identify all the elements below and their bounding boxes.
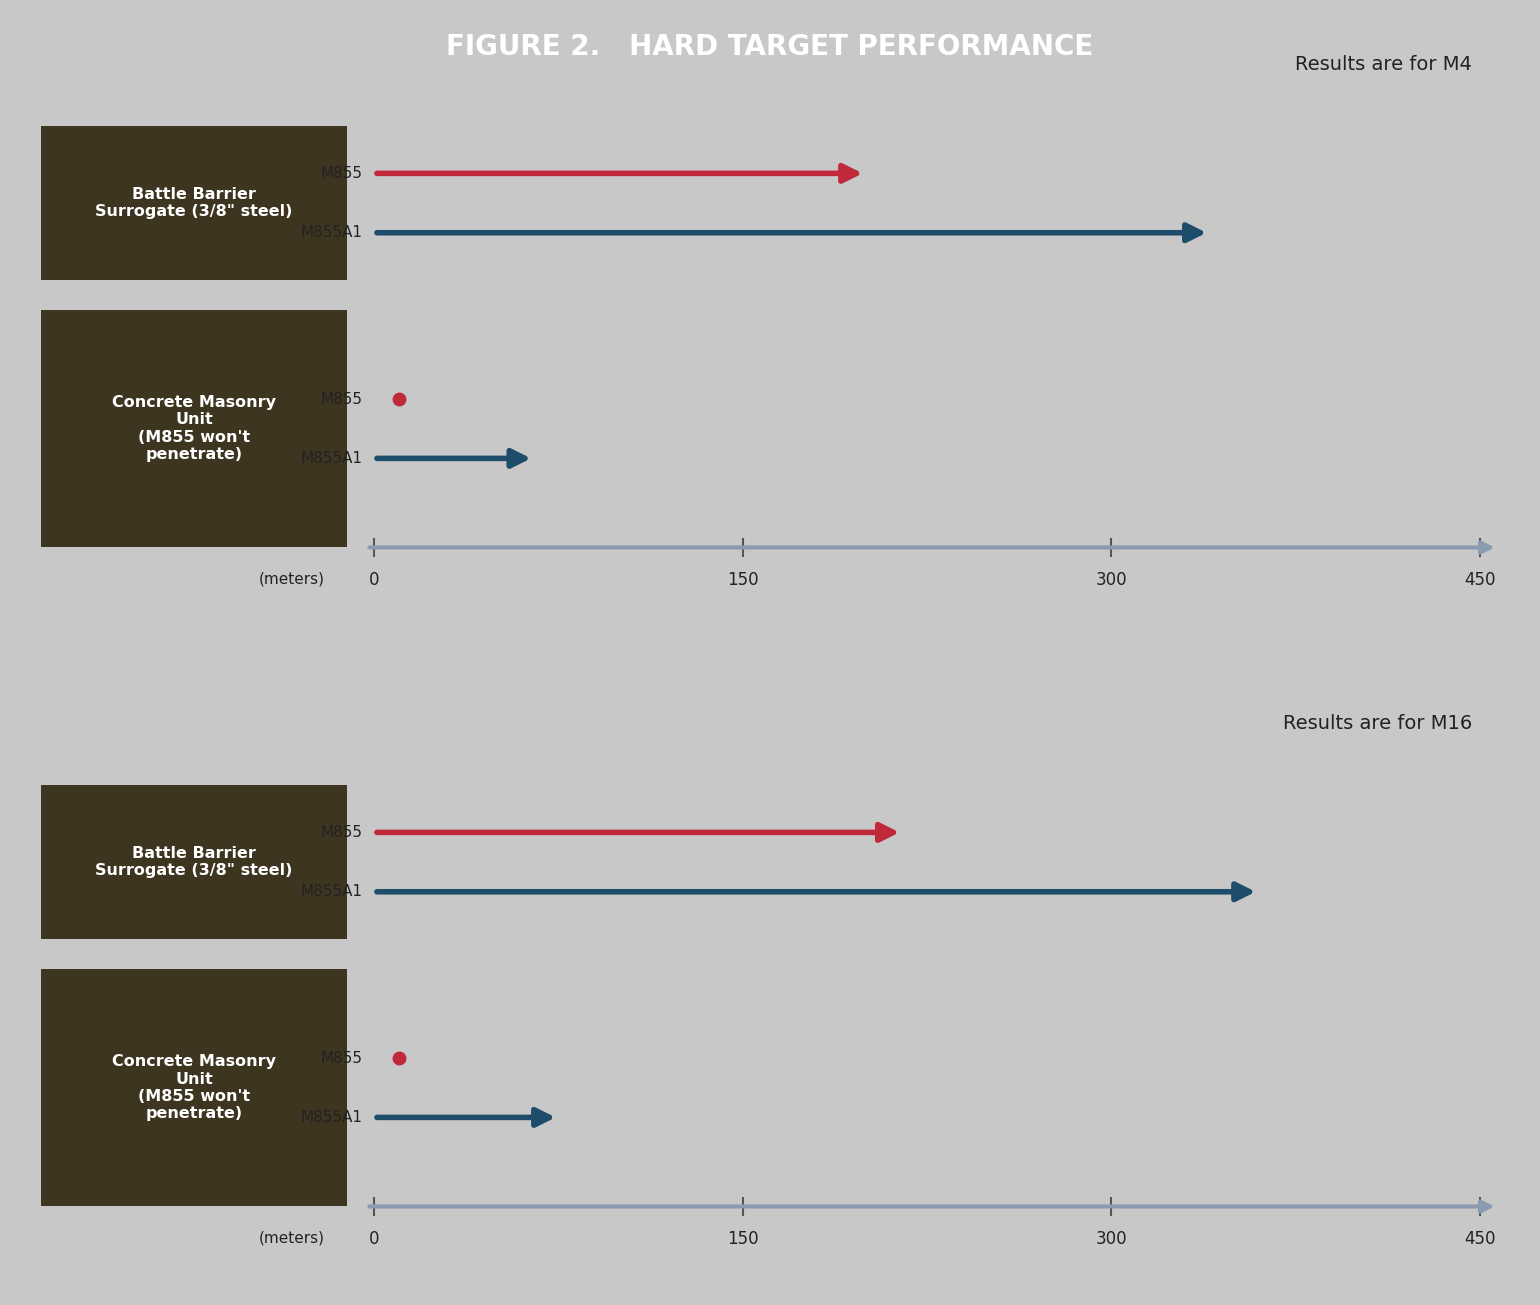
Text: Results are for M4: Results are for M4 — [1295, 55, 1472, 73]
Text: (meters): (meters) — [259, 1231, 325, 1245]
Text: 150: 150 — [727, 1231, 758, 1248]
Text: M855A1: M855A1 — [300, 226, 362, 240]
Text: M855: M855 — [320, 392, 362, 406]
FancyBboxPatch shape — [42, 784, 346, 940]
Text: M855: M855 — [320, 825, 362, 840]
Text: M855A1: M855A1 — [300, 452, 362, 466]
Text: Concrete Masonry
Unit
(M855 won't
penetrate): Concrete Masonry Unit (M855 won't penetr… — [112, 1054, 276, 1121]
Text: 450: 450 — [1465, 572, 1495, 589]
Text: Battle Barrier
Surrogate (3/8" steel): Battle Barrier Surrogate (3/8" steel) — [95, 187, 293, 219]
Text: 300: 300 — [1095, 1231, 1127, 1248]
Text: FIGURE 2.   HARD TARGET PERFORMANCE: FIGURE 2. HARD TARGET PERFORMANCE — [447, 33, 1093, 61]
Text: 0: 0 — [370, 1231, 379, 1248]
Text: (meters): (meters) — [259, 572, 325, 586]
Text: M855A1: M855A1 — [300, 885, 362, 899]
Text: M855A1: M855A1 — [300, 1111, 362, 1125]
FancyBboxPatch shape — [42, 125, 346, 281]
Text: M855: M855 — [320, 1051, 362, 1065]
Text: 450: 450 — [1465, 1231, 1495, 1248]
Text: Battle Barrier
Surrogate (3/8" steel): Battle Barrier Surrogate (3/8" steel) — [95, 846, 293, 878]
Text: 0: 0 — [370, 572, 379, 589]
Text: Concrete Masonry
Unit
(M855 won't
penetrate): Concrete Masonry Unit (M855 won't penetr… — [112, 395, 276, 462]
FancyBboxPatch shape — [42, 309, 346, 548]
Text: 300: 300 — [1095, 572, 1127, 589]
FancyBboxPatch shape — [42, 968, 346, 1206]
Text: Results are for M16: Results are for M16 — [1283, 714, 1472, 732]
Text: M855: M855 — [320, 166, 362, 181]
Text: 150: 150 — [727, 572, 758, 589]
